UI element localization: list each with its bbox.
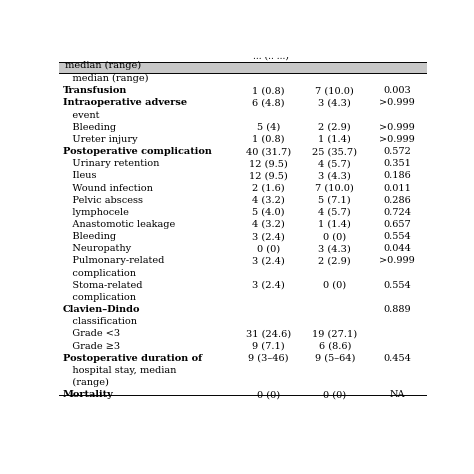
- Text: 1 (1.4): 1 (1.4): [319, 135, 351, 144]
- Text: 3 (4.3): 3 (4.3): [319, 244, 351, 253]
- Text: Intraoperative adverse: Intraoperative adverse: [63, 99, 187, 108]
- Text: 1 (0.8): 1 (0.8): [252, 86, 285, 95]
- Text: 0.554: 0.554: [383, 232, 411, 241]
- Text: 12 (9.5): 12 (9.5): [249, 172, 288, 181]
- Text: 5 (4.0): 5 (4.0): [252, 208, 285, 217]
- Text: 0.044: 0.044: [383, 244, 411, 253]
- Text: 4 (5.7): 4 (5.7): [319, 159, 351, 168]
- Text: 2 (1.6): 2 (1.6): [252, 183, 285, 192]
- Text: 3 (4.3): 3 (4.3): [319, 172, 351, 181]
- Text: 3 (2.4): 3 (2.4): [252, 281, 285, 290]
- Text: 19 (27.1): 19 (27.1): [312, 329, 357, 338]
- Text: 0 (0): 0 (0): [323, 232, 346, 241]
- Text: 0.186: 0.186: [383, 172, 411, 181]
- Text: Mortality: Mortality: [63, 390, 114, 399]
- Text: 31 (24.6): 31 (24.6): [246, 329, 291, 338]
- Text: complication: complication: [63, 269, 136, 278]
- Bar: [59, 63, 427, 73]
- Text: Pelvic abscess: Pelvic abscess: [63, 196, 143, 205]
- Text: 4 (3.2): 4 (3.2): [252, 196, 285, 205]
- Text: >0.999: >0.999: [379, 135, 415, 144]
- Text: median (range): median (range): [65, 61, 141, 70]
- Text: Anastomotic leakage: Anastomotic leakage: [63, 220, 175, 229]
- Text: >0.999: >0.999: [379, 123, 415, 132]
- Text: Wound infection: Wound infection: [63, 183, 153, 192]
- Text: 0 (0): 0 (0): [257, 244, 280, 253]
- Text: Urinary retention: Urinary retention: [63, 159, 159, 168]
- Text: 4 (3.2): 4 (3.2): [252, 220, 285, 229]
- Text: hospital stay, median: hospital stay, median: [63, 366, 176, 375]
- Text: 1 (1.4): 1 (1.4): [319, 220, 351, 229]
- Text: 2 (2.9): 2 (2.9): [319, 256, 351, 265]
- Text: (range): (range): [63, 378, 109, 387]
- Text: classification: classification: [63, 317, 137, 326]
- Text: 0 (0): 0 (0): [257, 390, 280, 399]
- Text: 9 (3–46): 9 (3–46): [248, 354, 289, 363]
- Text: 25 (35.7): 25 (35.7): [312, 147, 357, 156]
- Text: 0.351: 0.351: [383, 159, 411, 168]
- Text: 6 (4.8): 6 (4.8): [252, 99, 285, 108]
- Text: complication: complication: [63, 293, 136, 302]
- Text: ... (.. ...): ... (.. ...): [253, 52, 288, 61]
- Text: Pulmonary-related: Pulmonary-related: [63, 256, 164, 265]
- Text: 4 (5.7): 4 (5.7): [319, 208, 351, 217]
- Text: 0.454: 0.454: [383, 354, 411, 363]
- Text: 3 (2.4): 3 (2.4): [252, 256, 285, 265]
- Text: Grade ≥3: Grade ≥3: [63, 342, 120, 351]
- Text: >0.999: >0.999: [379, 256, 415, 265]
- Text: 3 (2.4): 3 (2.4): [252, 232, 285, 241]
- Text: 7 (10.0): 7 (10.0): [315, 86, 354, 95]
- Text: Transfusion: Transfusion: [63, 86, 128, 95]
- Text: 0.572: 0.572: [383, 147, 411, 156]
- Text: 0.286: 0.286: [383, 196, 411, 205]
- Text: Bleeding: Bleeding: [63, 232, 116, 241]
- Text: 0.724: 0.724: [383, 208, 411, 217]
- Text: 6 (8.6): 6 (8.6): [319, 342, 351, 351]
- Text: 12 (9.5): 12 (9.5): [249, 159, 288, 168]
- Text: 2 (2.9): 2 (2.9): [319, 123, 351, 132]
- Text: lymphocele: lymphocele: [63, 208, 129, 217]
- Text: Ureter injury: Ureter injury: [63, 135, 137, 144]
- Text: Neuropathy: Neuropathy: [63, 244, 131, 253]
- Text: 5 (4): 5 (4): [257, 123, 280, 132]
- Text: Stoma-related: Stoma-related: [63, 281, 142, 290]
- Text: 0.554: 0.554: [383, 281, 411, 290]
- Text: 5 (7.1): 5 (7.1): [319, 196, 351, 205]
- Text: Postoperative duration of: Postoperative duration of: [63, 354, 202, 363]
- Text: 0.657: 0.657: [383, 220, 411, 229]
- Text: 0.003: 0.003: [383, 86, 411, 95]
- Text: 9 (5–64): 9 (5–64): [315, 354, 355, 363]
- Text: Bleeding: Bleeding: [63, 123, 116, 132]
- Text: 0.889: 0.889: [383, 305, 411, 314]
- Text: 0.011: 0.011: [383, 183, 411, 192]
- Text: Postoperative complication: Postoperative complication: [63, 147, 212, 156]
- Text: 40 (31.7): 40 (31.7): [246, 147, 291, 156]
- Text: 1 (0.8): 1 (0.8): [252, 135, 285, 144]
- Text: 9 (7.1): 9 (7.1): [252, 342, 285, 351]
- Text: Ileus: Ileus: [63, 172, 96, 181]
- Text: median (range): median (range): [63, 74, 148, 83]
- Text: NA: NA: [390, 390, 405, 399]
- Text: 3 (4.3): 3 (4.3): [319, 99, 351, 108]
- Text: Clavien–Dindo: Clavien–Dindo: [63, 305, 140, 314]
- Text: Grade <3: Grade <3: [63, 329, 120, 338]
- Text: >0.999: >0.999: [379, 99, 415, 108]
- Text: 7 (10.0): 7 (10.0): [315, 183, 354, 192]
- Text: event: event: [63, 110, 100, 119]
- Text: 0 (0): 0 (0): [323, 281, 346, 290]
- Text: 0 (0): 0 (0): [323, 390, 346, 399]
